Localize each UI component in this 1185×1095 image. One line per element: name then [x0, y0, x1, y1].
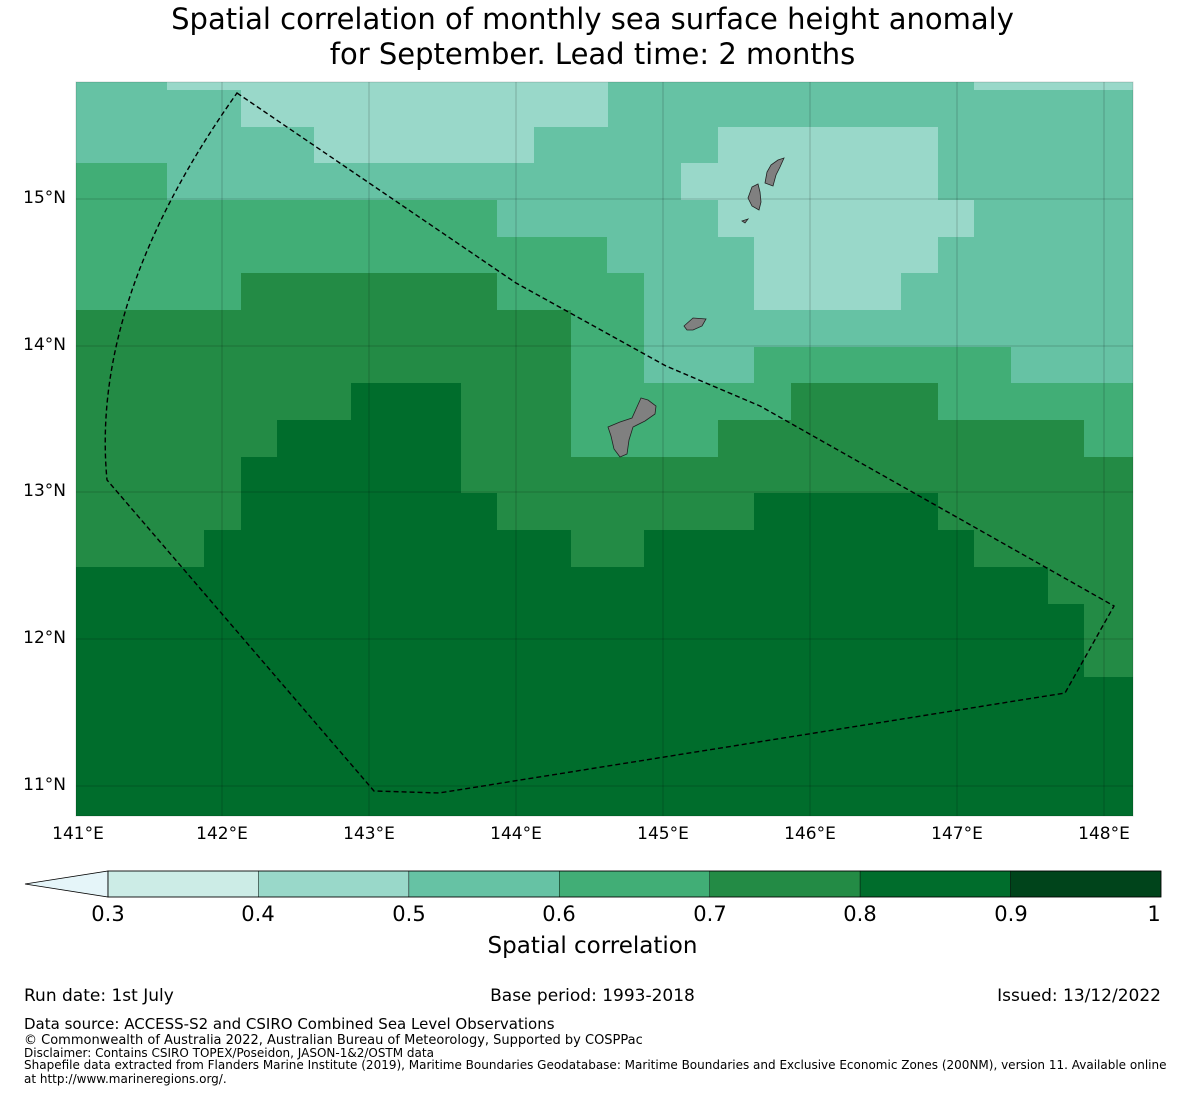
colorbar-bin [408, 870, 560, 898]
colorbar [24, 870, 1162, 898]
run-date: Run date: 1st July [24, 986, 174, 1006]
data-source: Data source: ACCESS-S2 and CSIRO Combine… [24, 1015, 555, 1033]
lon-label: 148°E [1078, 824, 1130, 844]
grid-cell [938, 383, 1011, 420]
grid-cell [241, 273, 497, 310]
colorbar-tick-label: 0.9 [994, 902, 1028, 926]
lon-label: 141°E [52, 824, 104, 844]
grid-cell [754, 273, 901, 310]
grid-cell [644, 383, 791, 420]
correlation-grid [76, 82, 1133, 816]
colorbar-bins [107, 870, 1162, 898]
grid-cell [571, 310, 644, 347]
shapefile-credit: Shapefile data extracted from Flanders M… [24, 1058, 1167, 1072]
colorbar-tick-label: 0.8 [843, 902, 877, 926]
copyright-notice: © Commonwealth of Australia 2022, Austra… [24, 1033, 643, 1048]
lon-label: 144°E [490, 824, 542, 844]
chart-title: Spatial correlation of monthly sea surfa… [0, 2, 1185, 72]
grid-cell [754, 237, 938, 273]
grid-cell [497, 457, 754, 530]
lon-label: 142°E [196, 824, 248, 844]
base-period: Base period: 1993-2018 [490, 986, 695, 1006]
colorbar-bin [107, 870, 259, 898]
lat-label: 13°N [23, 481, 66, 501]
grid-cell [1084, 457, 1133, 677]
shapefile-credit-url: at http://www.marineregions.org/. [24, 1072, 227, 1086]
saipan-island [764, 157, 785, 187]
grid-cell [1011, 347, 1133, 383]
grid-cell [718, 200, 974, 237]
grid-cell [974, 530, 1084, 567]
colorbar-bin [709, 870, 861, 898]
map-frame [75, 81, 1134, 817]
colorbar-bin [1010, 870, 1162, 898]
colorbar-tick-label: 0.3 [91, 902, 125, 926]
grid-cell [791, 383, 938, 420]
grid-cell [718, 127, 938, 163]
lon-label: 143°E [343, 824, 395, 844]
colorbar-bin [859, 870, 1011, 898]
grid-cell [76, 457, 241, 530]
grid-cell [644, 420, 718, 457]
title-line-2: for September. Lead time: 2 months [329, 37, 856, 71]
grid-cell [76, 310, 571, 383]
colorbar-under-arrow [24, 870, 109, 898]
lat-label: 14°N [23, 335, 66, 355]
lat-label: 15°N [23, 188, 66, 208]
grid-cell [938, 493, 1084, 530]
grid-cell [571, 530, 644, 567]
colorbar-bin [258, 870, 409, 898]
lon-label: 147°E [931, 824, 983, 844]
eez-boundary [104, 92, 1115, 794]
grid-cell [76, 273, 241, 310]
graticule [76, 82, 1133, 816]
grid-cell [681, 163, 938, 200]
lat-label: 12°N [23, 628, 66, 648]
title-line-1: Spatial correlation of monthly sea surfa… [171, 2, 1014, 36]
grid-cell [76, 383, 351, 420]
disclaimer: Disclaimer: Contains CSIRO TOPEX/Poseido… [24, 1046, 434, 1060]
grid-cell [571, 347, 644, 457]
grid-cell [718, 420, 1084, 493]
colorbar-label: Spatial correlation [487, 933, 698, 959]
grid-cell [1084, 420, 1133, 457]
grid-cell [76, 163, 167, 200]
grid-cell [1011, 383, 1133, 420]
grid-cell [314, 127, 534, 163]
grid-cell [754, 347, 1011, 383]
grid-cell [497, 273, 644, 310]
lon-label: 145°E [637, 824, 689, 844]
issued-date: Issued: 13/12/2022 [997, 986, 1161, 1006]
tinian-island [747, 183, 762, 211]
lat-label: 11°N [23, 775, 66, 795]
colorbar-frame [107, 870, 1162, 898]
colorbar-tick-label: 0.4 [241, 902, 275, 926]
grid-cell [974, 82, 1133, 90]
lon-label: 146°E [784, 824, 836, 844]
grid-cell [76, 530, 204, 567]
guam-island [607, 397, 657, 458]
grid-cell [76, 420, 277, 457]
grid-cell [241, 90, 608, 127]
grid-cell [167, 82, 608, 90]
colorbar-bin [559, 870, 710, 898]
rota-island [683, 317, 707, 331]
grid-cell [644, 347, 754, 383]
aguijan-island [741, 218, 750, 224]
land-masses [607, 157, 785, 458]
colorbar-tick-label: 0.5 [392, 902, 426, 926]
colorbar-tick-label: 0.7 [693, 902, 727, 926]
colorbar-tick-label: 0.6 [542, 902, 576, 926]
colorbar-tick-label: 1 [1147, 902, 1161, 926]
